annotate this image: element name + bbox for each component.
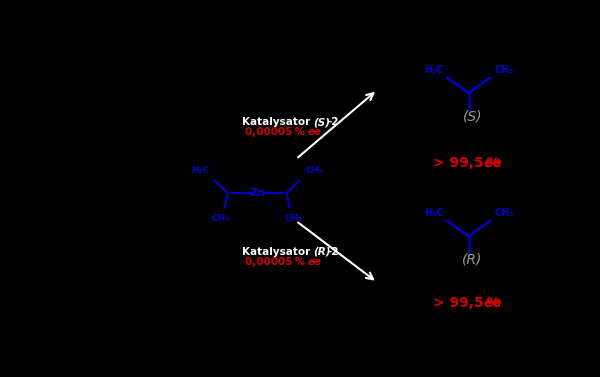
Text: -2: -2: [328, 247, 339, 257]
Text: H₃C: H₃C: [424, 208, 444, 219]
Text: ee: ee: [308, 257, 322, 267]
Text: (R): (R): [463, 252, 483, 266]
Text: > 99,5 %: > 99,5 %: [433, 156, 503, 170]
Text: ee: ee: [484, 296, 502, 310]
Text: (R): (R): [314, 247, 331, 257]
Text: H₃C: H₃C: [424, 65, 444, 75]
Text: Katalysator: Katalysator: [242, 117, 314, 127]
Text: Zn: Zn: [249, 188, 265, 198]
Text: CH₃: CH₃: [212, 214, 230, 223]
Text: CH₃: CH₃: [494, 65, 514, 75]
Text: (S): (S): [314, 117, 331, 127]
Text: ee: ee: [484, 156, 502, 170]
Text: > 99,5 %: > 99,5 %: [433, 296, 503, 310]
Text: 0,00005 %: 0,00005 %: [245, 257, 308, 267]
Text: ee: ee: [308, 127, 322, 137]
Text: 0,00005 %: 0,00005 %: [245, 127, 308, 137]
Text: CH₃: CH₃: [494, 208, 514, 219]
Text: (S): (S): [463, 109, 482, 123]
Text: H₃C: H₃C: [191, 166, 209, 175]
Text: CH₃: CH₃: [284, 214, 302, 223]
Text: CH₃: CH₃: [305, 166, 323, 175]
Text: Katalysator: Katalysator: [242, 247, 314, 257]
Text: -2: -2: [328, 117, 339, 127]
